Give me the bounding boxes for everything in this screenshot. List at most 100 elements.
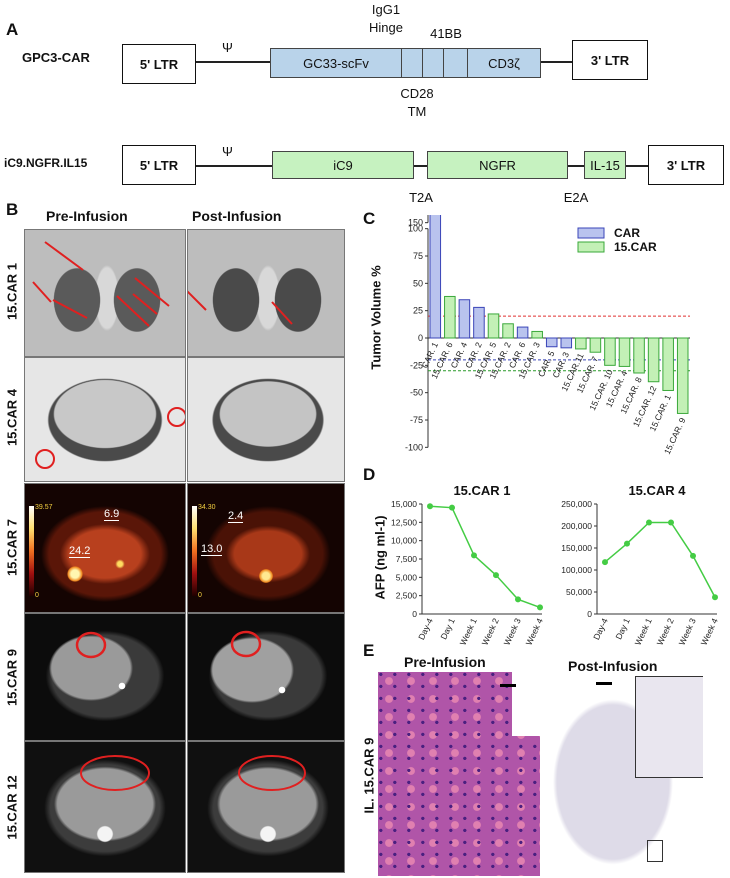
construct2-seg-ic9: iC9 — [272, 151, 414, 179]
afp-chart-15car4: 15.CAR 4 0 50,000 100,000 150,000 200,000 250,… — [561, 483, 720, 646]
afp-y-tick-label: 10,000 — [391, 536, 417, 546]
waterfall-y-tick-label: 25 — [413, 306, 423, 316]
construct2-seg-il15: IL-15 — [584, 151, 626, 179]
afp-chart-title: 15.CAR 1 — [453, 483, 510, 498]
afp-data-point — [712, 594, 718, 601]
afp-data-point — [537, 604, 543, 611]
histology-post-inset — [635, 676, 703, 778]
panel-d-letter: D — [363, 465, 376, 484]
construct2-seg-ngfr: NGFR — [427, 151, 568, 179]
afp-data-point — [646, 519, 652, 526]
pet-pre-scale-max: 39.57 — [35, 504, 53, 511]
waterfall-bar — [604, 337, 616, 366]
panel-b-row3-label: 15.CAR 7 — [4, 518, 20, 577]
waterfall-y-tick-label: 50 — [413, 278, 423, 288]
waterfall-category-label: 15.CAR. 9 — [662, 416, 688, 456]
panel-e-pre-header: Pre-Infusion — [404, 654, 486, 670]
construct1-ltr3: 3' LTR — [572, 40, 648, 80]
waterfall-y-tick-label: -75 — [410, 415, 423, 425]
histology-post-scalebar — [596, 682, 612, 685]
pet-pre: 39.57 0 6.9 24.2 — [24, 483, 186, 613]
afp-y-tick-label: 2,500 — [396, 591, 418, 601]
afp-data-point — [624, 540, 630, 547]
afp-x-tick-label: Day 1 — [613, 616, 632, 641]
afp-y-tick-label: 12,500 — [391, 517, 417, 527]
construct1-41bb-label: 41BB — [430, 26, 462, 41]
construct2-t2a-label: T2A — [409, 190, 433, 205]
panel-b-row1-label: 15.CAR 1 — [4, 262, 20, 321]
waterfall-bar — [589, 337, 602, 353]
afp-x-tick-label: Week 1 — [633, 616, 654, 646]
panel-c-letter: C — [363, 209, 376, 228]
mri-pre — [24, 613, 186, 741]
waterfall-bar — [560, 337, 573, 349]
waterfall-y-tick-label: -25 — [410, 360, 423, 370]
afp-x-tick-label: Week 4 — [524, 616, 545, 646]
waterfall-bar — [458, 299, 471, 339]
waterfall-bar — [487, 313, 500, 339]
ct-liver-pre-circles — [35, 407, 185, 469]
afp-y-tick-label: 100,000 — [561, 565, 592, 575]
afp-chart-15car1: 15.CAR 1 0 2,500 5,000 7,500 10,000 12,500 15,0… — [391, 483, 545, 646]
afp-x-tick-label: Week 2 — [655, 616, 676, 646]
afp-series-line — [604, 521, 716, 598]
construct1-name: GPC3-CAR — [22, 50, 90, 65]
mri-post — [187, 613, 345, 741]
panel-e-post-header: Post-Infusion — [568, 658, 658, 674]
afp-data-point — [471, 552, 477, 559]
panel-b-pre-header: Pre-Infusion — [46, 208, 128, 224]
construct1-seg-cd3z: CD3ζ — [467, 48, 541, 78]
ct-abd-pre — [24, 741, 186, 873]
waterfall-y-tick-label: 0 — [418, 333, 423, 343]
construct1-tm-label: TM — [407, 104, 427, 119]
afp-y-tick-label: 150,000 — [561, 543, 592, 553]
afp-y-tick-label: 0 — [587, 609, 592, 619]
mri-post-circle — [230, 630, 262, 658]
histology-pre-bg-right — [512, 672, 540, 736]
pet-post-scale-max: 34.30 — [198, 504, 216, 511]
ct-lung-pre — [24, 229, 186, 357]
legend-15car-swatch — [577, 241, 605, 253]
ct-lung-pre-arrows — [32, 241, 170, 327]
afp-data-point — [427, 503, 433, 510]
panel-a-letter: A — [6, 20, 19, 39]
panel-b-post-header: Post-Infusion — [192, 208, 282, 224]
afp-y-tick-label: 0 — [412, 609, 417, 619]
waterfall-bar — [531, 330, 543, 339]
construct2-ltr3: 3' LTR — [648, 145, 724, 185]
waterfall-bar — [516, 326, 529, 339]
histology-post — [543, 672, 703, 876]
pet-post-label-1: 2.4 — [228, 510, 244, 523]
ct-lung-post — [187, 229, 345, 357]
construct2-e2a-label: E2A — [563, 190, 589, 205]
ct-liver-pre — [24, 357, 186, 482]
afp-x-tick-label: Week 2 — [480, 616, 501, 646]
waterfall-bar — [473, 306, 485, 339]
waterfall-y-tick-label: 150 — [408, 218, 423, 228]
afp-x-tick-label: Day-4 — [591, 616, 610, 641]
afp-y-tick-label: 15,000 — [391, 499, 417, 509]
afp-y-tick-label: 50,000 — [566, 587, 592, 597]
afp-data-point — [668, 519, 674, 526]
construct2-psi: Ψ — [222, 144, 233, 159]
construct1-seg-cd28 — [422, 48, 444, 78]
waterfall-y-tick-label: -100 — [405, 442, 423, 452]
waterfall-y-tick-label: -50 — [410, 388, 423, 398]
ct-abd-post — [187, 741, 345, 873]
waterfall-bar — [633, 337, 645, 374]
afp-y-tick-label: 7,500 — [396, 554, 418, 564]
construct2-name: iC9.NGFR.IL15 — [4, 156, 88, 170]
waterfall-bar — [618, 337, 631, 367]
pet-post-label-2: 13.0 — [201, 543, 223, 556]
construct2-backbone — [195, 165, 655, 167]
tumor-volume-waterfall: -100-75-50-250255075100150200CAR. 115.CA… — [405, 215, 690, 456]
waterfall-y-tick-label: 75 — [413, 251, 423, 261]
afp-x-tick-label: Week 3 — [502, 616, 523, 646]
pet-pre-label-1: 6.9 — [104, 508, 120, 521]
afp-data-point — [515, 596, 521, 603]
ct-abd-pre-circle — [80, 755, 150, 791]
afp-series-line — [429, 505, 541, 609]
histology-pre-scalebar — [500, 684, 516, 687]
pet-pre-label-2: 24.2 — [69, 545, 91, 558]
waterfall-y-tick-label: 100 — [408, 224, 423, 234]
